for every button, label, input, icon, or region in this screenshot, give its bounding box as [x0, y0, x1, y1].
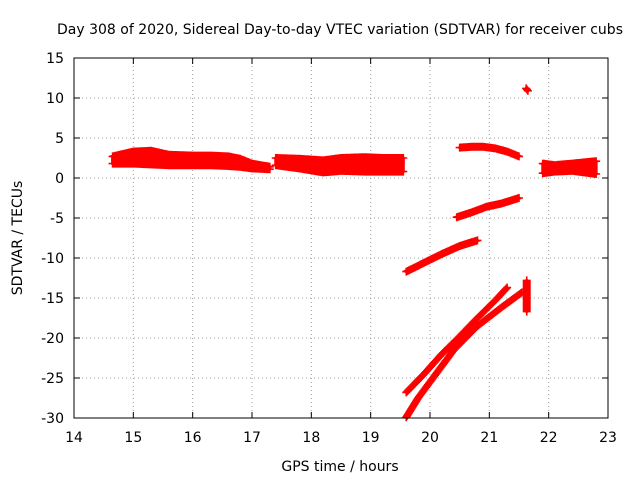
data-point: [404, 270, 408, 274]
data-point: [455, 215, 459, 219]
y-tick-label: -30: [41, 411, 64, 427]
series-arc-e: [402, 288, 526, 422]
data-point: [422, 372, 426, 376]
data-point: [440, 352, 444, 356]
x-tick-label: 20: [421, 430, 439, 446]
x-axis-label: GPS time / hours: [281, 459, 398, 475]
data-point: [505, 286, 509, 290]
y-tick-label: 5: [55, 131, 64, 147]
series-markers: [455, 142, 523, 161]
x-tick-label: 21: [480, 430, 498, 446]
x-tick-label: 15: [124, 430, 142, 446]
data-point: [484, 205, 488, 209]
chart-title: Day 308 of 2020, Sidereal Day-to-day VTE…: [57, 22, 623, 38]
data-point: [470, 145, 474, 149]
data-point: [499, 202, 503, 206]
data-point: [525, 278, 529, 282]
data-point: [475, 324, 479, 328]
data-point: [434, 372, 438, 376]
y-tick-label: 10: [46, 91, 64, 107]
band-fill-3: [541, 159, 598, 176]
data-point: [493, 146, 497, 150]
data-point: [475, 238, 479, 242]
y-tick-label: -15: [41, 291, 64, 307]
data-point: [481, 145, 485, 149]
data-point: [458, 146, 462, 150]
data-point: [470, 210, 474, 214]
plot-frame: [73, 57, 609, 419]
data-point: [525, 310, 529, 314]
series-markers: [522, 276, 531, 316]
x-tick-label: 14: [65, 430, 83, 446]
grid: [74, 58, 608, 418]
y-tick-label: -20: [41, 331, 64, 347]
data-point: [452, 348, 456, 352]
series-outlier-high: [522, 84, 532, 95]
data-point: [458, 244, 462, 248]
x-tick-label: 17: [243, 430, 261, 446]
axes: 14 15 16 17 18 19 20 21 22 23 15 10 5 0 -5 -10 -15 -20 -25…: [41, 51, 617, 446]
series-arc-b: [452, 194, 523, 222]
x-tick-label: 16: [184, 430, 202, 446]
data-point: [475, 316, 479, 320]
data-layer: [108, 84, 601, 422]
y-tick-label: -10: [41, 251, 64, 267]
series-arc-d: [402, 283, 512, 397]
series-arc-c: [402, 236, 482, 276]
series-markers: [402, 288, 526, 422]
data-point: [416, 396, 420, 400]
series-markers: [402, 236, 482, 276]
data-point: [493, 298, 497, 302]
y-tick-label: 15: [46, 51, 64, 67]
band-fill-2: [274, 155, 405, 174]
x-tick-label: 18: [302, 430, 320, 446]
series-markers: [452, 194, 523, 222]
data-point: [526, 89, 530, 93]
series-arc-a: [455, 142, 523, 161]
data-point: [517, 196, 521, 200]
data-point: [404, 390, 408, 394]
y-tick-label: -25: [41, 371, 64, 387]
series-outlier-low: [522, 276, 531, 316]
data-point: [458, 334, 462, 338]
data-point: [499, 306, 503, 310]
y-tick-label: -5: [50, 211, 64, 227]
y-tick-label: 0: [55, 171, 64, 187]
data-point: [505, 150, 509, 154]
y-axis-label: SDTVAR / TECUs: [10, 181, 26, 296]
data-point: [517, 154, 521, 158]
x-tick-label: 22: [540, 430, 558, 446]
data-point: [524, 86, 528, 90]
data-point: [440, 252, 444, 256]
data-point: [422, 261, 426, 265]
x-tick-label: 19: [362, 430, 380, 446]
band-fill-1: [111, 149, 272, 171]
x-tick-label: 23: [599, 430, 617, 446]
